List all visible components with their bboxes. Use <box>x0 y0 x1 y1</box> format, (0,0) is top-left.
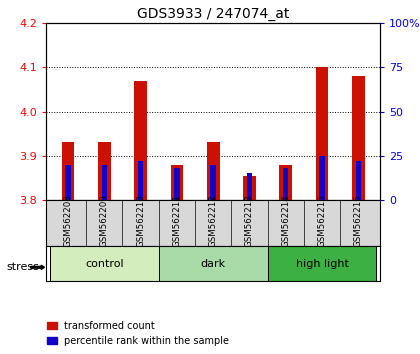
Text: GSM562212: GSM562212 <box>209 194 218 247</box>
Text: control: control <box>85 259 123 269</box>
Text: stress: stress <box>6 262 39 272</box>
Text: GSM562213: GSM562213 <box>245 194 254 247</box>
Bar <box>210 165 216 200</box>
Bar <box>62 142 74 200</box>
Bar <box>134 80 147 200</box>
Text: GSM562214: GSM562214 <box>281 194 290 247</box>
Title: GDS3933 / 247074_at: GDS3933 / 247074_at <box>137 7 289 21</box>
Bar <box>268 246 376 281</box>
Bar <box>138 161 143 200</box>
Text: GSM562208: GSM562208 <box>63 194 73 247</box>
Bar <box>319 156 325 200</box>
Bar <box>247 173 252 200</box>
Bar <box>243 176 256 200</box>
Bar <box>174 168 180 200</box>
Bar <box>207 142 220 200</box>
Text: GSM562215: GSM562215 <box>318 194 326 247</box>
Text: high light: high light <box>296 259 349 269</box>
Text: GSM562209: GSM562209 <box>100 194 109 247</box>
Bar <box>102 165 107 200</box>
Legend: transformed count, percentile rank within the sample: transformed count, percentile rank withi… <box>47 321 229 346</box>
Bar <box>65 165 71 200</box>
Bar <box>316 67 328 200</box>
Text: dark: dark <box>201 259 226 269</box>
Bar <box>283 168 289 200</box>
Text: GSM562216: GSM562216 <box>354 194 363 247</box>
Bar <box>98 142 110 200</box>
Bar <box>352 76 365 200</box>
Text: GSM562211: GSM562211 <box>172 194 181 247</box>
Bar <box>171 165 183 200</box>
Bar <box>50 246 159 281</box>
Bar <box>279 165 292 200</box>
Bar <box>159 246 268 281</box>
Bar <box>356 161 361 200</box>
Text: GSM562210: GSM562210 <box>136 194 145 247</box>
